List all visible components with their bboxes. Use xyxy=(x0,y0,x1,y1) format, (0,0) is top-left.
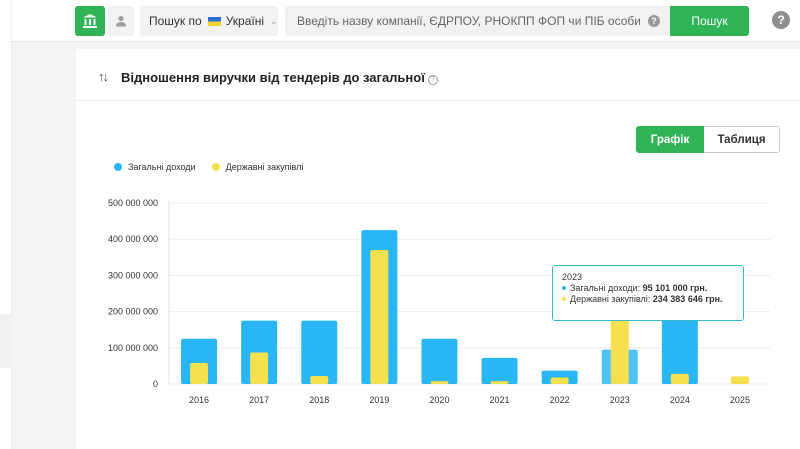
bar-total-2021 xyxy=(481,357,518,384)
tooltip-label-total: Загальні доходи: xyxy=(570,283,641,293)
country-label: Україні xyxy=(225,14,264,28)
chevron-down-icon: ⌄ xyxy=(270,15,278,26)
bar-procurement-2025 xyxy=(730,376,749,384)
info-icon[interactable]: ? xyxy=(427,75,438,85)
legend-dot-total xyxy=(114,163,122,171)
top-bar: Пошук по Україні ⌄ ? Пошук ? xyxy=(0,0,800,42)
legend-label-total: Загальні доходи xyxy=(128,162,196,172)
bar-total-2020 xyxy=(421,338,458,384)
search-button[interactable]: Пошук xyxy=(670,6,749,36)
x-tick-label: 2024 xyxy=(670,395,690,405)
x-tick-label: 2021 xyxy=(490,395,510,405)
bar-procurement-2021 xyxy=(490,381,509,384)
x-tick-label: 2019 xyxy=(369,395,389,405)
legend-dot-procurement xyxy=(211,163,220,171)
tooltip-year: 2023 xyxy=(562,272,583,282)
card-title-text: Відношення виручки від тендерів до загал… xyxy=(121,70,425,85)
government-icon[interactable] xyxy=(75,6,105,36)
bar-procurement-2020 xyxy=(430,381,449,384)
tooltip-value-procurement: 234 383 646 грн. xyxy=(652,294,723,304)
bar-procurement-2022 xyxy=(550,377,569,384)
card-title: Відношення виручки від тендерів до загал… xyxy=(121,70,438,85)
y-tick-label: 300 000 000 xyxy=(108,270,158,280)
y-tick-label: 200 000 000 xyxy=(108,307,158,317)
legend-item-total-revenue[interactable]: Загальні доходи xyxy=(114,162,196,172)
legend-label-procurement: Державні закупівлі xyxy=(225,162,304,172)
bar-procurement-2017 xyxy=(250,352,269,384)
x-tick-label: 2016 xyxy=(189,395,209,405)
x-tick-label: 2020 xyxy=(429,395,449,405)
sort-icon[interactable]: ↑↓ xyxy=(98,69,109,84)
chart-tooltip: 2023 Загальні доходи: 95 101 000 грн. Де… xyxy=(552,265,744,321)
bar-procurement-2019 xyxy=(370,250,389,384)
person-icon[interactable] xyxy=(108,6,134,36)
bar-procurement-2024 xyxy=(670,373,689,384)
search-input[interactable] xyxy=(285,6,670,36)
tooltip-dot-procurement xyxy=(562,297,566,301)
bar-procurement-2016 xyxy=(190,363,209,384)
tab-table[interactable]: Таблиця xyxy=(704,126,780,153)
search-box: ? xyxy=(285,6,670,36)
search-by-label: Пошук по xyxy=(149,14,202,28)
bar-procurement-2018 xyxy=(310,376,329,384)
card-header: ↑↓ Відношення виручки від тендерів до за… xyxy=(76,49,800,101)
view-toggle: Графік Таблиця xyxy=(636,126,780,153)
x-tick-label: 2022 xyxy=(550,395,570,405)
ukraine-flag-icon xyxy=(207,16,221,26)
search-scope-select[interactable]: Пошук по Україні ⌄ xyxy=(140,6,278,36)
x-tick-label: 2017 xyxy=(249,395,269,405)
search-help-icon[interactable]: ? xyxy=(648,15,660,27)
tab-graph[interactable]: Графік xyxy=(636,126,704,153)
y-tick-label: 400 000 000 xyxy=(108,234,158,244)
y-tick-label: 100 000 000 xyxy=(108,343,158,353)
y-tick-label: 500 000 000 xyxy=(108,198,158,208)
x-tick-label: 2025 xyxy=(730,395,750,405)
bar-total-2024 xyxy=(661,316,698,384)
help-icon[interactable]: ? xyxy=(772,11,790,29)
x-tick-label: 2023 xyxy=(610,395,630,405)
bar-total-2018 xyxy=(301,320,338,384)
y-tick-label: 0 xyxy=(153,379,158,389)
revenue-ratio-card: ↑↓ Відношення виручки від тендерів до за… xyxy=(76,49,800,449)
tooltip-line-total: Загальні доходи: 95 101 000 грн. xyxy=(562,283,734,294)
tooltip-line-procurement: Державні закупівлі: 234 383 646 грн. xyxy=(562,294,734,305)
left-sidebar xyxy=(0,0,12,449)
tooltip-value-total: 95 101 000 грн. xyxy=(642,283,708,293)
x-tick-label: 2018 xyxy=(309,395,329,405)
bar-chart: 0 100 000 000 200 000 000 300 000 000 400 00… xyxy=(108,198,770,405)
tooltip-dot-total xyxy=(562,286,566,290)
chart-legend: Загальні доходи Державні закупівлі xyxy=(114,162,319,172)
sidebar-stub xyxy=(0,314,12,368)
tooltip-label-procurement: Державні закупівлі: xyxy=(570,294,651,304)
legend-item-public-procurement[interactable]: Державні закупівлі xyxy=(211,162,304,172)
